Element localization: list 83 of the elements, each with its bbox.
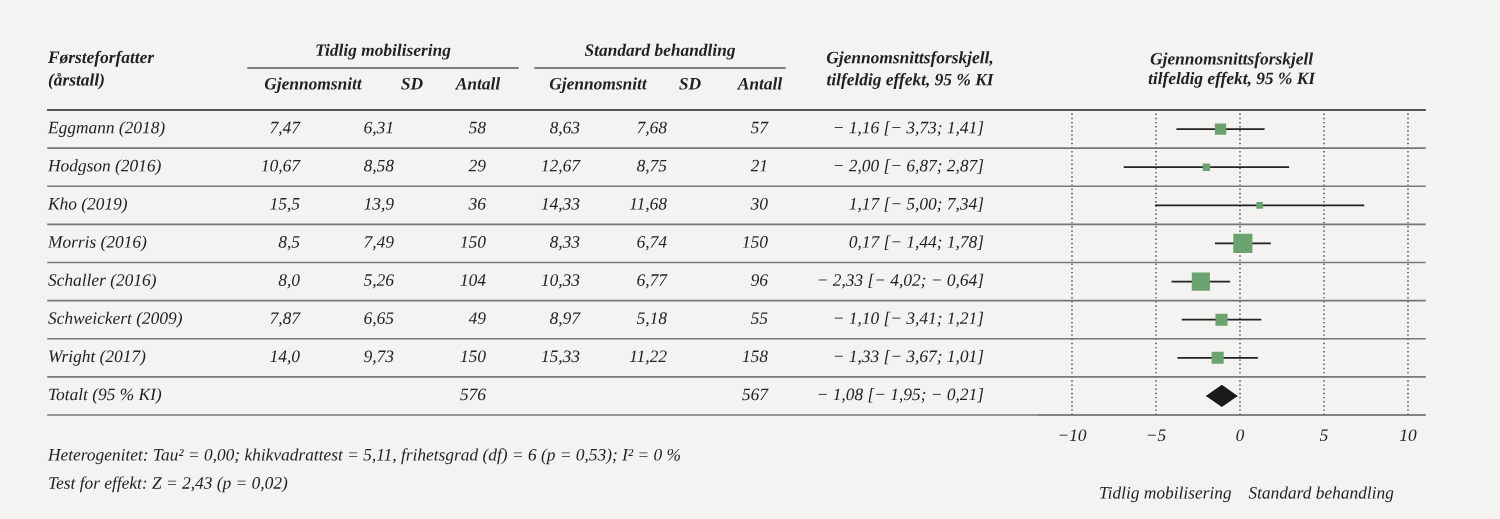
chart-title: Gjennomsnittsforskjell tilfeldig effekt, 95 % KI	[1148, 52, 1316, 88]
text: Heterogenitet: Tau² = 0,00; khikvadrattest = 5,11, frihetsgrad (df) = 6 (p = 0,53); I² = 0 %	[47, 448, 680, 465]
text: − 1,33 [− 3,67; 1,01]	[834, 349, 984, 365]
category-label: Gjennomsnitt	[264, 77, 363, 94]
category-label: Schweickert (2009)	[48, 311, 182, 328]
category-label: Gjennomsnitt	[549, 77, 648, 94]
text: 30	[750, 197, 768, 210]
category-label: Kho (2019)	[47, 197, 128, 214]
text: 57	[750, 121, 769, 134]
text: 5,18	[636, 312, 667, 327]
text: 6,65	[364, 312, 394, 327]
text: 8,63	[549, 121, 580, 136]
text: − 2,33 [− 4,02; − 0,64]	[818, 273, 984, 289]
text: 576	[460, 388, 486, 401]
text: 1,17 [− 5,00; 7,34]	[849, 197, 984, 213]
text: 6,31	[364, 121, 393, 136]
point	[1214, 123, 1227, 135]
text: 0,17 [− 1,44; 1,78]	[849, 235, 984, 251]
text: 5,26	[363, 274, 394, 289]
text: 96	[751, 274, 768, 286]
text: 8,33	[549, 236, 580, 251]
text: 10,33	[541, 274, 580, 289]
text: − 1,08 [− 1,95; − 0,21]	[818, 388, 984, 403]
category-label: Hodgson (2016)	[47, 159, 161, 176]
text: 8,0	[278, 274, 300, 289]
category-label: Antall	[736, 77, 783, 90]
text: 150	[460, 350, 486, 363]
text: 150	[460, 236, 486, 248]
category-label: SD	[679, 77, 701, 90]
text: 9,73	[364, 350, 394, 365]
text: Standard behandling	[584, 43, 736, 60]
text: 21	[750, 159, 767, 172]
text: 7,47	[270, 121, 301, 136]
text: 12,67	[541, 159, 581, 175]
category-label: Totalt (95 % KI)	[49, 388, 162, 404]
text: 8,97	[549, 312, 581, 327]
text: 15,5	[270, 198, 300, 213]
point	[1211, 351, 1224, 364]
text: 158	[742, 350, 768, 363]
text: 6,74	[637, 236, 667, 251]
text: 58	[468, 121, 486, 134]
text: 150	[742, 236, 768, 248]
text: − 1,10 [− 3,41; 1,21]	[834, 311, 984, 327]
category-label: Morris (2016)	[47, 235, 147, 252]
category-label: SD	[401, 77, 423, 90]
text: − 2,00 [− 6,87; 2,87]	[834, 159, 984, 175]
text: Standard behandling	[1248, 486, 1394, 503]
text: 8,58	[363, 159, 394, 175]
text: 15,33	[541, 350, 580, 365]
text: 8,5	[278, 236, 300, 251]
point	[1215, 313, 1228, 326]
text: − 1,16 [− 3,73; 1,41]	[834, 121, 984, 136]
x-tick-label: 0	[1236, 429, 1245, 442]
text: Tidlig mobilisering	[1100, 486, 1232, 503]
text: 7,87	[270, 312, 301, 327]
x-tick-label: −5	[1147, 429, 1166, 442]
x-tick-label: 10	[1399, 429, 1417, 442]
text: 14,33	[541, 197, 580, 213]
text: Test for effekt: Z = 2,43 (p = 0,02)	[49, 476, 288, 493]
text: Tidlig mobilisering	[316, 43, 451, 60]
text: 6,77	[637, 274, 668, 289]
category-label: Wright (2017)	[49, 349, 146, 366]
text: 11,68	[629, 197, 667, 213]
x-tick-label: 5	[1319, 429, 1328, 442]
text: 14,0	[270, 350, 300, 365]
category-label: Antall	[454, 77, 501, 90]
category-label: Eggmann (2018)	[47, 121, 165, 137]
x-tick-label: −10	[1059, 429, 1087, 442]
text: 29	[468, 159, 486, 172]
text: 7,49	[364, 236, 394, 251]
text: Førsteforfatter (årstall)	[47, 50, 155, 90]
text: 36	[468, 197, 486, 210]
text: 8,75	[636, 159, 667, 175]
text: 13,9	[364, 197, 394, 213]
category-label: Schaller (2016)	[48, 273, 156, 290]
category-label: Gjennomsnittsforskjell, tilfeldig effekt, 95 % KI	[826, 50, 994, 89]
text: 567	[742, 388, 769, 401]
text: 11,22	[629, 350, 667, 365]
text: 7,68	[637, 121, 667, 136]
text: 49	[468, 312, 486, 325]
text: 10,67	[261, 159, 301, 175]
text: 55	[750, 312, 768, 325]
text: 104	[460, 274, 486, 286]
